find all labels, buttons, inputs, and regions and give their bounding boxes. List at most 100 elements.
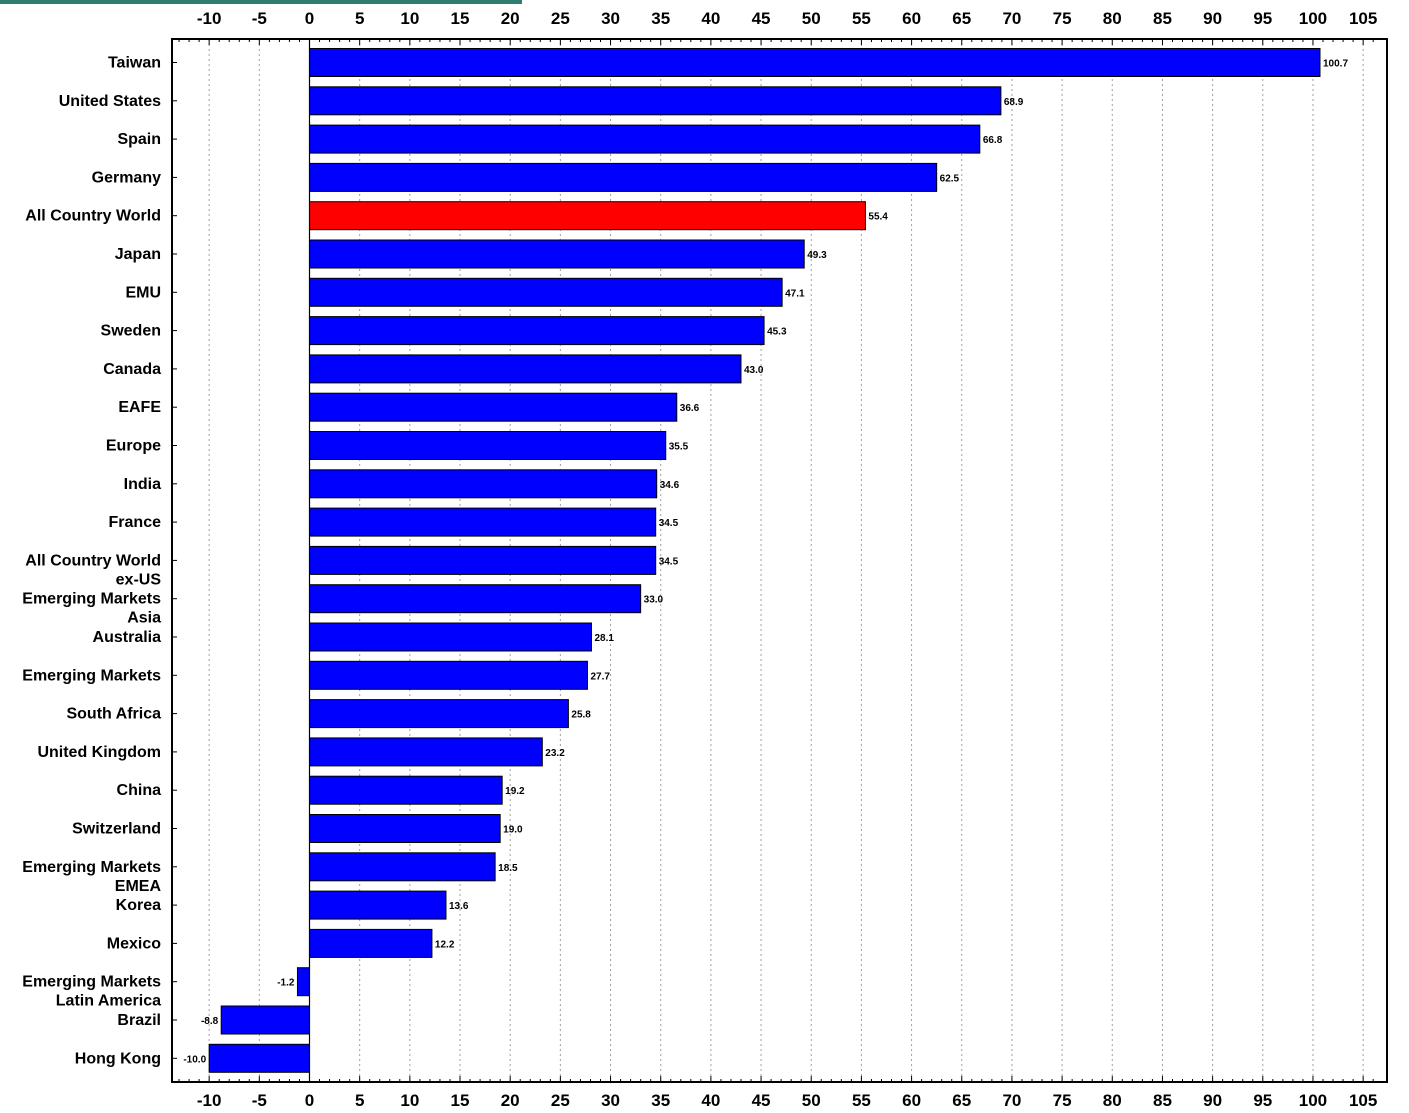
- x-tick-label-bottom: 20: [501, 1091, 520, 1110]
- bar-eafe: [309, 392, 678, 422]
- data-label-emu: 47.1: [785, 288, 805, 299]
- x-tick-label-bottom: 90: [1203, 1091, 1222, 1110]
- data-label-hong-kong: -10.0: [183, 1054, 206, 1065]
- data-label-eafe: 36.6: [680, 403, 700, 414]
- data-label-sweden: 45.3: [767, 327, 787, 338]
- category-label-line: Asia: [127, 610, 161, 627]
- category-label-mexico: Mexico: [107, 935, 161, 952]
- data-label-all-country-world-ex-us: 34.5: [659, 556, 679, 567]
- category-label-line: EAFE: [118, 399, 161, 416]
- data-label-china: 19.2: [505, 786, 525, 797]
- data-label-emerging-markets-latin-america: -1.2: [277, 978, 295, 989]
- x-tick-label-top: -5: [252, 9, 267, 28]
- bar-emerging-markets-asia: [309, 584, 642, 614]
- category-label-line: Germany: [92, 169, 161, 186]
- data-label-europe: 35.5: [669, 442, 689, 453]
- category-label-line: China: [117, 782, 162, 799]
- data-label-france: 34.5: [659, 518, 679, 529]
- category-label-line: All Country World: [25, 552, 161, 569]
- x-tick-label-top: 70: [1002, 9, 1021, 28]
- header-accent-bar: [0, 0, 522, 4]
- category-label-line: Mexico: [107, 935, 161, 952]
- category-label-line: Taiwan: [108, 55, 161, 72]
- category-labels: Taiwan United States Spain Germany All Count…: [22, 55, 177, 1067]
- x-tick-label-bottom: 60: [902, 1091, 921, 1110]
- x-tick-label-bottom: 5: [355, 1091, 364, 1110]
- x-tick-label-top: 95: [1253, 9, 1272, 28]
- data-label-mexico: 12.2: [435, 939, 455, 950]
- category-label-line: Canada: [103, 361, 161, 378]
- bar-brazil: [220, 1005, 310, 1035]
- category-label-line: Australia: [93, 629, 162, 646]
- data-label-korea: 13.6: [449, 901, 469, 912]
- data-label-emerging-markets-emea: 18.5: [498, 863, 518, 874]
- bar-all-country-world: [309, 201, 866, 231]
- category-label-line: Europe: [106, 438, 161, 455]
- x-tick-label-top: 80: [1103, 9, 1122, 28]
- bar-spain: [309, 124, 981, 154]
- category-label-taiwan: Taiwan: [108, 55, 161, 72]
- x-tick-label-top: 10: [400, 9, 419, 28]
- bar-united-states: [309, 86, 1002, 116]
- category-label-japan: Japan: [115, 246, 161, 263]
- x-tick-label-bottom: 70: [1002, 1091, 1021, 1110]
- bar-germany: [309, 162, 938, 192]
- x-tick-label-bottom: 55: [852, 1091, 871, 1110]
- data-label-brazil: -8.8: [201, 1016, 219, 1027]
- data-label-south-africa: 25.8: [571, 710, 591, 721]
- bar-taiwan: [309, 48, 1321, 77]
- category-label-emu: EMU: [125, 284, 161, 301]
- category-label-all-country-world: All Country World: [25, 208, 161, 225]
- bar-emerging-markets-emea: [309, 852, 496, 882]
- x-tick-label-bottom: -10: [197, 1091, 222, 1110]
- category-label-emerging-markets: Emerging Markets: [22, 667, 161, 684]
- x-tick-label-bottom: 100: [1299, 1091, 1327, 1110]
- category-label-line: Emerging Markets: [22, 591, 161, 608]
- data-label-germany: 62.5: [940, 173, 960, 184]
- x-tick-label-top: 40: [701, 9, 720, 28]
- category-label-south-africa: South Africa: [66, 706, 161, 723]
- category-label-line: All Country World: [25, 208, 161, 225]
- bars: 100.7 68.9 66.8 62.5 55.4 49.3 47.1 45.3 43.0 36.…: [183, 48, 1348, 1073]
- category-label-australia: Australia: [93, 629, 162, 646]
- category-label-line: United Kingdom: [37, 744, 161, 761]
- category-label-emerging-markets-asia: Emerging Markets Asia: [22, 591, 161, 627]
- x-tick-label-bottom: -5: [252, 1091, 267, 1110]
- bar-china: [309, 775, 503, 805]
- x-tick-label-top: 15: [451, 9, 470, 28]
- x-tick-label-top: 45: [752, 9, 771, 28]
- category-label-spain: Spain: [117, 131, 161, 148]
- x-tick-label-bottom: 0: [305, 1091, 314, 1110]
- category-label-line: Sweden: [101, 323, 161, 340]
- x-tick-label-bottom: 30: [601, 1091, 620, 1110]
- x-tick-label-bottom: 40: [701, 1091, 720, 1110]
- bar-emu: [309, 277, 783, 307]
- category-label-europe: Europe: [106, 438, 161, 455]
- bar-france: [309, 507, 657, 537]
- x-tick-label-bottom: 50: [802, 1091, 821, 1110]
- x-tick-label-bottom: 65: [952, 1091, 971, 1110]
- x-tick-label-bottom: 35: [651, 1091, 670, 1110]
- category-label-line: Brazil: [117, 1012, 161, 1029]
- x-tick-label-top: 0: [305, 9, 314, 28]
- bar-sweden: [309, 316, 765, 346]
- data-label-spain: 66.8: [983, 135, 1003, 146]
- data-label-canada: 43.0: [744, 365, 764, 376]
- category-label-line: Korea: [116, 897, 161, 914]
- category-label-line: Spain: [117, 131, 161, 148]
- category-label-line: Emerging Markets: [22, 667, 161, 684]
- category-label-emerging-markets-latin-america: Emerging Markets Latin America: [22, 974, 161, 1010]
- data-label-emerging-markets: 27.7: [590, 671, 610, 682]
- x-tick-label-top: 55: [852, 9, 871, 28]
- x-tick-label-top: 20: [501, 9, 520, 28]
- category-label-germany: Germany: [92, 169, 161, 186]
- data-label-taiwan: 100.7: [1323, 59, 1348, 70]
- category-label-line: Latin America: [56, 993, 161, 1010]
- x-tick-label-bottom: 85: [1153, 1091, 1172, 1110]
- bar-emerging-markets-latin-america: [296, 967, 310, 997]
- category-label-united-kingdom: United Kingdom: [37, 744, 161, 761]
- x-tick-label-top: 65: [952, 9, 971, 28]
- bar-canada: [309, 354, 742, 384]
- bar-europe: [309, 431, 667, 460]
